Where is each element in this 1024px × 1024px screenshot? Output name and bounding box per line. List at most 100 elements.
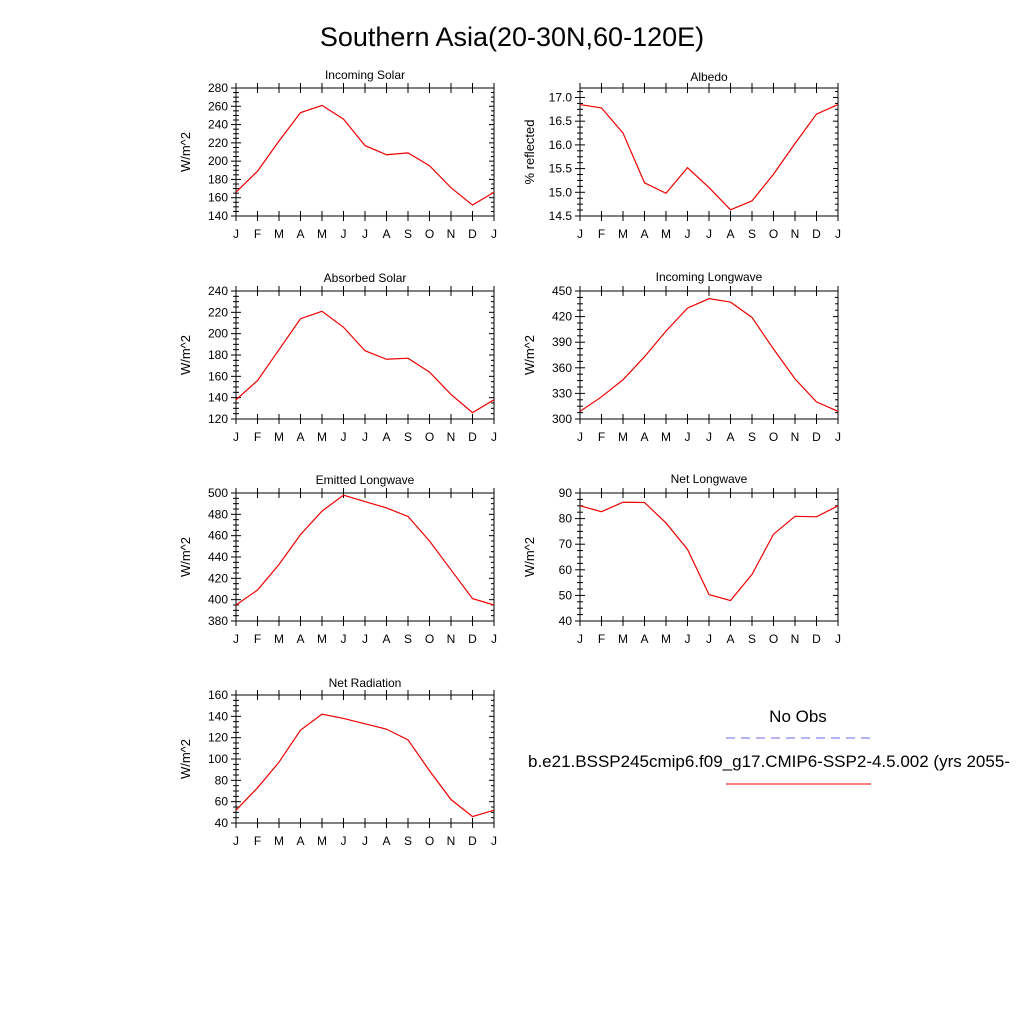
x-tick-label: M — [317, 834, 327, 848]
y-axis-label: W/m^2 — [178, 335, 193, 375]
x-tick-label: J — [233, 834, 239, 848]
series-line — [235, 310, 495, 414]
x-tick-label: S — [404, 227, 412, 241]
y-tick-label: 140 — [208, 709, 228, 723]
x-tick-label: J — [362, 227, 368, 241]
x-tick-label: F — [598, 430, 605, 444]
x-tick-label: A — [382, 632, 390, 646]
x-tick-label: J — [491, 632, 497, 646]
x-tick-label: A — [296, 430, 304, 444]
x-tick-label: F — [254, 834, 261, 848]
panels-group: Incoming Solar W/m^2 140 160 180 200 220 240 260… — [178, 68, 841, 848]
x-tick-label: A — [726, 227, 734, 241]
x-tick-label: M — [317, 430, 327, 444]
y-tick-label: 140 — [208, 209, 228, 223]
x-tick-label: F — [254, 430, 261, 444]
x-tick-label: M — [618, 430, 628, 444]
x-tick-label: S — [748, 632, 756, 646]
x-tick-label: O — [425, 834, 434, 848]
x-tick-label: M — [618, 632, 628, 646]
series-line — [235, 104, 495, 206]
y-tick-label: 380 — [208, 614, 228, 628]
y-axis-label: W/m^2 — [522, 537, 537, 577]
x-tick-label: D — [812, 227, 821, 241]
x-tick-label: J — [341, 227, 347, 241]
x-tick-label: A — [640, 430, 648, 444]
plot-frame — [579, 87, 839, 217]
y-tick-label: 280 — [208, 81, 228, 95]
x-tick-label: J — [233, 227, 239, 241]
x-tick-label: D — [468, 632, 477, 646]
figure-title: Southern Asia(20-30N,60-120E) — [320, 22, 704, 52]
y-axis-label: W/m^2 — [178, 132, 193, 172]
y-tick-label: 200 — [208, 327, 228, 341]
y-tick-label: 70 — [559, 537, 573, 551]
y-tick-label: 330 — [552, 386, 572, 400]
y-tick-label: 80 — [559, 512, 573, 526]
y-tick-label: 160 — [208, 369, 228, 383]
x-tick-label: O — [769, 632, 778, 646]
panel-incoming-longwave: Incoming Longwave W/m^2 300 330 360 390 420 450… — [522, 270, 841, 444]
legend: No Obs b.e21.BSSP245cmip6.f09_g17.CMIP6-… — [528, 707, 1010, 785]
panel-absorbed-solar: Absorbed Solar W/m^2 120 140 160 180 200 220 240… — [178, 271, 497, 444]
x-tick-label: J — [835, 227, 841, 241]
x-tick-label: J — [491, 834, 497, 848]
y-tick-label: 16.0 — [549, 138, 573, 152]
y-tick-label: 480 — [208, 507, 228, 521]
y-tick-label: 180 — [208, 348, 228, 362]
x-tick-label: M — [274, 834, 284, 848]
x-tick-label: J — [362, 632, 368, 646]
series-line — [235, 713, 495, 818]
y-tick-label: 16.5 — [549, 114, 573, 128]
y-tick-label: 90 — [559, 486, 573, 500]
x-tick-label: O — [425, 430, 434, 444]
x-tick-label: M — [317, 227, 327, 241]
y-tick-label: 460 — [208, 529, 228, 543]
x-tick-label: M — [618, 227, 628, 241]
x-tick-label: S — [748, 430, 756, 444]
x-tick-label: A — [382, 227, 390, 241]
x-tick-label: J — [685, 430, 691, 444]
x-tick-label: N — [447, 632, 456, 646]
y-tick-label: 420 — [552, 310, 572, 324]
y-tick-label: 220 — [208, 305, 228, 319]
x-tick-label: J — [706, 227, 712, 241]
x-tick-label: A — [296, 834, 304, 848]
x-tick-label: N — [447, 227, 456, 241]
x-tick-label: D — [812, 430, 821, 444]
x-tick-label: J — [835, 632, 841, 646]
x-tick-label: J — [233, 430, 239, 444]
y-tick-label: 15.5 — [549, 162, 573, 176]
panel-title: Albedo — [690, 70, 728, 84]
x-tick-label: J — [362, 430, 368, 444]
x-tick-label: F — [254, 632, 261, 646]
x-tick-label: S — [404, 430, 412, 444]
y-tick-label: 180 — [208, 172, 228, 186]
x-tick-label: J — [341, 632, 347, 646]
x-tick-label: M — [274, 430, 284, 444]
x-tick-label: F — [598, 227, 605, 241]
y-tick-label: 50 — [559, 588, 573, 602]
x-tick-label: O — [425, 227, 434, 241]
y-tick-label: 450 — [552, 284, 572, 298]
y-tick-label: 260 — [208, 99, 228, 113]
x-tick-label: D — [812, 632, 821, 646]
plot-frame — [235, 694, 495, 824]
panel-incoming-solar: Incoming Solar W/m^2 140 160 180 200 220 240 260… — [178, 68, 497, 241]
x-tick-label: M — [661, 227, 671, 241]
x-tick-label: A — [296, 632, 304, 646]
plot-frame — [579, 290, 839, 420]
x-tick-label: D — [468, 834, 477, 848]
x-tick-label: A — [382, 834, 390, 848]
y-tick-label: 300 — [552, 412, 572, 426]
panel-title: Absorbed Solar — [324, 271, 407, 285]
y-tick-label: 60 — [215, 795, 229, 809]
y-axis-label: W/m^2 — [522, 335, 537, 375]
y-tick-label: 420 — [208, 571, 228, 585]
plot-frame — [579, 492, 839, 622]
y-tick-label: 240 — [208, 284, 228, 298]
y-tick-label: 100 — [208, 752, 228, 766]
y-tick-label: 80 — [215, 773, 229, 787]
